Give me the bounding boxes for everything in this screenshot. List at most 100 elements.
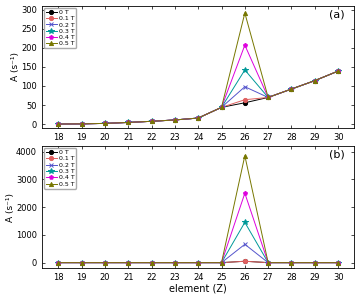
0 T	[219, 106, 224, 109]
0.5 T	[149, 261, 154, 264]
0.3 T	[80, 122, 84, 126]
0.1 T	[266, 261, 270, 264]
0.4 T	[173, 118, 177, 122]
Line: 0.1 T: 0.1 T	[56, 69, 340, 126]
0.1 T	[243, 98, 247, 102]
0.5 T	[56, 261, 60, 264]
0 T	[80, 261, 84, 264]
0 T	[56, 122, 60, 126]
0.2 T	[219, 261, 224, 264]
0.3 T	[289, 261, 294, 264]
0.4 T	[103, 122, 107, 125]
0.5 T	[336, 261, 340, 264]
0.3 T	[126, 261, 130, 264]
0 T	[103, 122, 107, 125]
0.2 T	[103, 122, 107, 125]
0.2 T	[289, 261, 294, 264]
Line: 0.5 T: 0.5 T	[56, 154, 340, 265]
0.1 T	[103, 122, 107, 125]
0.2 T	[312, 261, 317, 264]
0.1 T	[312, 261, 317, 264]
0 T	[196, 116, 201, 120]
0.4 T	[312, 261, 317, 264]
0.5 T	[312, 261, 317, 264]
Line: 0.3 T: 0.3 T	[55, 67, 341, 127]
0 T	[336, 261, 340, 264]
0.1 T	[126, 261, 130, 264]
0.5 T	[219, 261, 224, 264]
0.4 T	[103, 261, 107, 264]
0 T	[173, 118, 177, 122]
0.3 T	[289, 87, 294, 91]
0.4 T	[219, 106, 224, 109]
0.5 T	[312, 79, 317, 83]
Text: (b): (b)	[329, 150, 345, 160]
0.3 T	[149, 120, 154, 123]
0.2 T	[173, 261, 177, 264]
0.1 T	[336, 69, 340, 73]
0.1 T	[126, 120, 130, 124]
Y-axis label: A (s⁻¹): A (s⁻¹)	[11, 52, 20, 81]
0.4 T	[266, 96, 270, 99]
0.5 T	[80, 122, 84, 126]
0.1 T	[56, 261, 60, 264]
Line: 0 T: 0 T	[56, 259, 340, 265]
0.4 T	[56, 122, 60, 126]
0.4 T	[196, 261, 201, 264]
0.2 T	[266, 96, 270, 99]
Line: 0 T: 0 T	[56, 69, 340, 126]
0.3 T	[196, 116, 201, 120]
0 T	[126, 120, 130, 124]
0.5 T	[56, 122, 60, 126]
0.2 T	[173, 118, 177, 122]
0.5 T	[126, 261, 130, 264]
0.4 T	[196, 116, 201, 120]
0 T	[219, 261, 224, 264]
0 T	[266, 96, 270, 99]
0 T	[103, 261, 107, 264]
0.1 T	[312, 79, 317, 83]
0.2 T	[243, 242, 247, 246]
0 T	[266, 261, 270, 264]
0.1 T	[243, 260, 247, 263]
0.2 T	[336, 69, 340, 73]
0.5 T	[196, 261, 201, 264]
0 T	[289, 261, 294, 264]
0.1 T	[266, 96, 270, 99]
0.2 T	[126, 261, 130, 264]
0.1 T	[196, 261, 201, 264]
Line: 0.4 T: 0.4 T	[56, 43, 340, 126]
0.5 T	[126, 120, 130, 124]
X-axis label: element (Z): element (Z)	[169, 283, 227, 293]
0.3 T	[243, 68, 247, 72]
0.4 T	[149, 120, 154, 123]
0.3 T	[312, 79, 317, 83]
0.4 T	[243, 191, 247, 195]
0.4 T	[149, 261, 154, 264]
0.3 T	[149, 261, 154, 264]
0.3 T	[266, 96, 270, 99]
0.1 T	[149, 261, 154, 264]
0.3 T	[336, 69, 340, 73]
0.3 T	[173, 118, 177, 122]
0.4 T	[56, 261, 60, 264]
0 T	[196, 261, 201, 264]
0.4 T	[266, 261, 270, 264]
0.3 T	[219, 106, 224, 109]
Y-axis label: A (s⁻¹): A (s⁻¹)	[5, 193, 14, 222]
0.1 T	[219, 261, 224, 264]
0.5 T	[266, 96, 270, 99]
0.3 T	[312, 261, 317, 264]
0 T	[243, 260, 247, 263]
0.4 T	[289, 261, 294, 264]
Line: 0.2 T: 0.2 T	[56, 69, 340, 126]
0 T	[336, 69, 340, 73]
0.3 T	[219, 261, 224, 264]
0.2 T	[80, 261, 84, 264]
0.4 T	[126, 120, 130, 124]
0.5 T	[243, 154, 247, 158]
0.2 T	[80, 122, 84, 126]
0.1 T	[56, 122, 60, 126]
0.1 T	[289, 87, 294, 91]
Line: 0.3 T: 0.3 T	[55, 219, 341, 266]
